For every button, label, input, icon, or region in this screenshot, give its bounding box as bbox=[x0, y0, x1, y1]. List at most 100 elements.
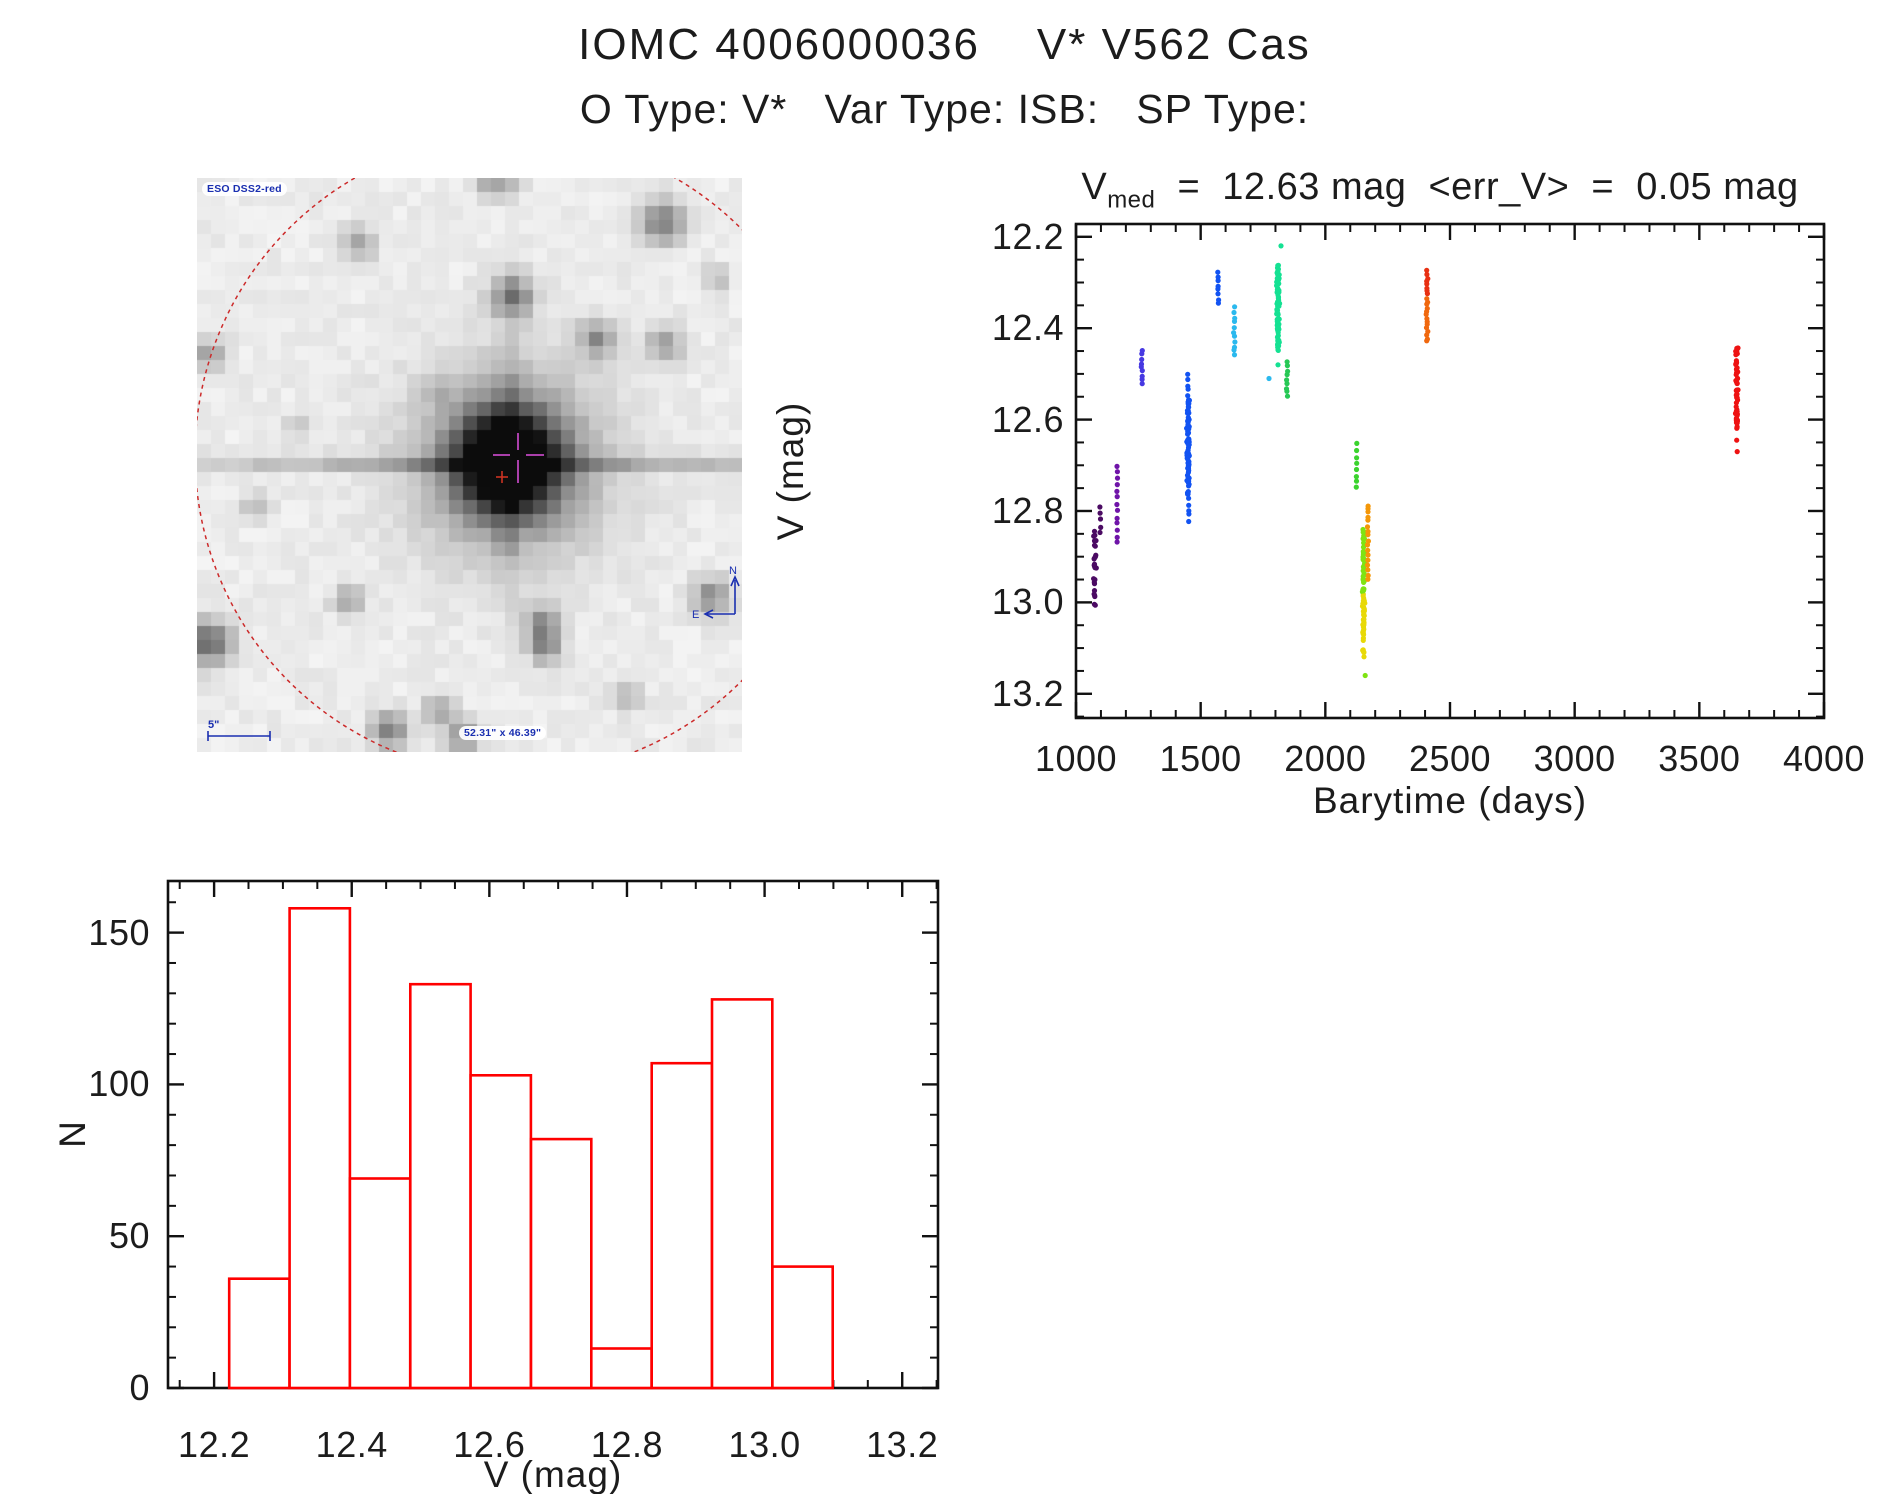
data-point bbox=[1186, 502, 1192, 508]
data-point bbox=[1274, 318, 1280, 324]
data-point bbox=[1092, 532, 1098, 538]
vmed-value-text: = 12.63 mag <err_V> = 0.05 mag bbox=[1155, 166, 1799, 208]
histogram-bar bbox=[408, 982, 472, 1390]
data-point bbox=[1354, 440, 1360, 446]
data-point bbox=[1360, 601, 1366, 607]
survey-label: ESO DSS2-red bbox=[202, 182, 287, 196]
data-point bbox=[1091, 601, 1097, 607]
data-point bbox=[1114, 520, 1120, 526]
data-point bbox=[1215, 300, 1221, 306]
data-point bbox=[1354, 460, 1360, 466]
data-point bbox=[1361, 572, 1367, 578]
data-point bbox=[1114, 501, 1120, 508]
data-point bbox=[1114, 475, 1121, 481]
data-point bbox=[1093, 538, 1099, 544]
data-point bbox=[1274, 270, 1280, 276]
data-point bbox=[1354, 455, 1360, 461]
data-point bbox=[1733, 348, 1739, 354]
outlier-point bbox=[1275, 362, 1281, 368]
data-point bbox=[1231, 325, 1237, 331]
data-point bbox=[1424, 338, 1430, 344]
data-point bbox=[1185, 386, 1191, 392]
data-point bbox=[1284, 388, 1290, 394]
data-point bbox=[1098, 524, 1104, 531]
outlier-point bbox=[1365, 506, 1371, 512]
lc-xtick-label: 3500 bbox=[1658, 738, 1741, 779]
data-point bbox=[1185, 430, 1192, 436]
data-point bbox=[1092, 543, 1098, 549]
compass-north-label: N bbox=[729, 565, 737, 577]
hist-xtick-label: 13.2 bbox=[866, 1424, 939, 1465]
data-point bbox=[1186, 518, 1192, 525]
data-point bbox=[1091, 591, 1097, 597]
data-point bbox=[1184, 426, 1190, 432]
data-point bbox=[1360, 554, 1366, 561]
data-point bbox=[1424, 291, 1430, 297]
compass-east-arrowhead-icon bbox=[703, 609, 714, 619]
histogram-bar bbox=[469, 1074, 533, 1390]
data-point bbox=[1353, 474, 1359, 480]
vmed-subscript: med bbox=[1107, 186, 1156, 214]
data-point bbox=[1184, 408, 1191, 414]
hist-ytick-label: 50 bbox=[108, 1215, 150, 1257]
histogram-xaxis-title: V (mag) bbox=[483, 1454, 623, 1494]
lightcurve-yaxis-title: V (mag) bbox=[770, 401, 811, 541]
data-point bbox=[1275, 294, 1281, 300]
data-point bbox=[1365, 547, 1371, 553]
lc-xtick-label: 1000 bbox=[1034, 738, 1118, 779]
data-point bbox=[1186, 478, 1192, 484]
data-point bbox=[1361, 540, 1367, 546]
data-point bbox=[1365, 567, 1371, 573]
data-point bbox=[1361, 616, 1367, 623]
data-point bbox=[1275, 263, 1281, 269]
data-point bbox=[1114, 469, 1120, 475]
data-point bbox=[1185, 404, 1191, 410]
data-point bbox=[1114, 494, 1120, 500]
data-point bbox=[1215, 269, 1221, 275]
data-point bbox=[1186, 442, 1192, 448]
data-point bbox=[1424, 267, 1430, 273]
data-point bbox=[1231, 318, 1238, 324]
data-point bbox=[1114, 482, 1120, 488]
lc-ytick-label: 13.0 bbox=[991, 581, 1064, 623]
outlier-point bbox=[1734, 437, 1740, 443]
data-point bbox=[1361, 649, 1367, 656]
data-point bbox=[1733, 360, 1739, 366]
data-point bbox=[1353, 466, 1360, 473]
lc-xtick-label: 4000 bbox=[1782, 738, 1866, 779]
data-point bbox=[1231, 333, 1238, 339]
lc-xtick-label: 2500 bbox=[1408, 738, 1492, 779]
data-point bbox=[1365, 572, 1371, 579]
data-point bbox=[1423, 311, 1429, 317]
data-point bbox=[1114, 507, 1121, 513]
compass-east-label: E bbox=[692, 609, 699, 621]
data-point bbox=[1275, 341, 1281, 347]
data-point bbox=[1360, 536, 1366, 542]
data-point bbox=[1361, 622, 1367, 628]
outlier-point bbox=[1266, 375, 1272, 382]
hist-xtick-label: 12.8 bbox=[590, 1424, 663, 1465]
data-point bbox=[1733, 366, 1740, 372]
data-point bbox=[1232, 304, 1238, 310]
data-point bbox=[1360, 544, 1367, 550]
data-point bbox=[1734, 424, 1740, 430]
lc-ytick-label: 12.6 bbox=[991, 398, 1064, 440]
hist-xtick-label: 12.4 bbox=[315, 1424, 388, 1465]
data-point bbox=[1734, 387, 1740, 393]
data-point bbox=[1097, 529, 1103, 536]
hist-ytick-label: 0 bbox=[129, 1367, 150, 1408]
outlier-point bbox=[1734, 449, 1740, 455]
data-point bbox=[1364, 562, 1371, 568]
page-title: IOMC 4006000036 V* V562 Cas bbox=[578, 20, 1311, 69]
histogram-bar bbox=[348, 1177, 412, 1390]
data-point bbox=[1114, 527, 1120, 533]
data-point bbox=[1275, 336, 1281, 342]
data-point bbox=[1284, 359, 1290, 365]
data-point bbox=[1097, 516, 1104, 522]
data-point bbox=[1185, 465, 1191, 471]
data-point bbox=[1274, 283, 1280, 289]
data-point bbox=[1114, 534, 1120, 541]
data-point bbox=[1361, 611, 1367, 617]
data-point bbox=[1365, 576, 1371, 582]
